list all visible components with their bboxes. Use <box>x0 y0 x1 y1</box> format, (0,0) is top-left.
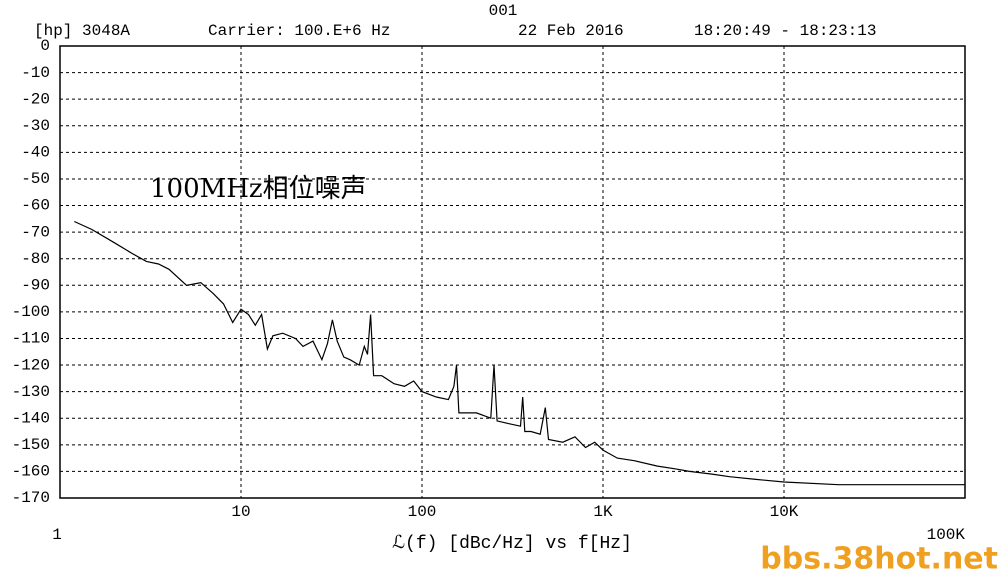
plot-frame <box>59 45 966 499</box>
x-tick-label: 10 <box>231 503 250 521</box>
y-tick-label: -150 <box>12 436 50 454</box>
y-tick-label: -130 <box>12 383 50 401</box>
date: 22 Feb 2016 <box>518 22 624 40</box>
y-tick-label: -120 <box>12 356 50 374</box>
y-tick-label: -40 <box>21 144 50 162</box>
y-tick-label: -80 <box>21 250 50 268</box>
y-tick-label: -90 <box>21 277 50 295</box>
y-tick-label: -140 <box>12 409 50 427</box>
x-tick-label: 1 <box>52 526 62 544</box>
x-tick-label: 100K <box>927 526 966 544</box>
x-tick-label: 1K <box>593 503 613 521</box>
x-axis-label: ℒ(f) [dBc/Hz] vs f[Hz] <box>392 534 632 554</box>
y-tick-label: -10 <box>21 64 50 82</box>
y-tick-label: -30 <box>21 117 50 135</box>
watermark: bbs.38hot.net <box>760 542 998 577</box>
carrier: Carrier: 100.E+6 Hz <box>208 22 390 40</box>
time-range: 18:20:49 - 18:23:13 <box>694 22 876 40</box>
y-tick-label: -20 <box>21 90 50 108</box>
y-tick-label: -70 <box>21 223 50 241</box>
trace <box>74 220 965 486</box>
plot-id: 001 <box>489 2 518 20</box>
x-tick-label: 100 <box>408 503 437 521</box>
y-tick-label: -170 <box>12 489 50 507</box>
y-tick-label: -50 <box>21 170 50 188</box>
y-tick-label: -110 <box>12 330 50 348</box>
instrument: [hp] 3048A <box>34 22 130 40</box>
y-tick-label: -60 <box>21 197 50 215</box>
y-tick-label: -160 <box>12 463 50 481</box>
y-tick-label: -100 <box>12 303 50 321</box>
y-tick-label: 0 <box>40 37 50 55</box>
x-tick-label: 10K <box>770 503 799 521</box>
